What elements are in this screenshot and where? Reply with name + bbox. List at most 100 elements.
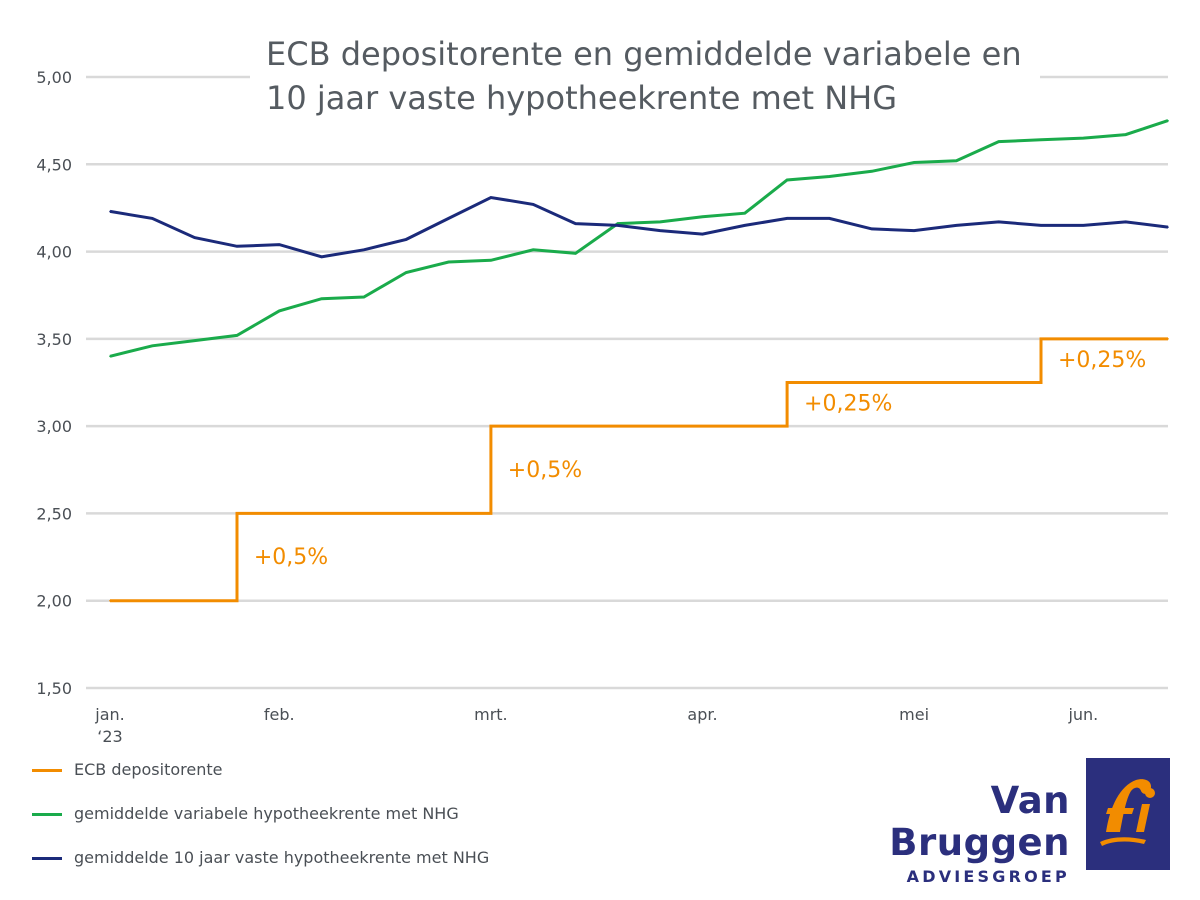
data-point — [1082, 224, 1085, 227]
brand-subtitle: ADVIESGROEP — [906, 867, 1070, 886]
data-point — [955, 224, 958, 227]
rate-change-label: +0,25% — [804, 391, 892, 416]
data-point — [193, 339, 196, 342]
data-point — [532, 203, 534, 206]
legend-label-ecb: ECB depositorente — [74, 760, 223, 779]
data-point — [490, 196, 492, 199]
data-point — [1040, 139, 1042, 141]
x-axis-ticks: jan. ‘23 feb. mrt. apr. mei jun. — [94, 705, 1098, 746]
data-point — [278, 243, 281, 246]
data-point — [278, 310, 281, 312]
y-tick-label: 1,50 — [36, 679, 72, 698]
legend-swatch-fixed — [32, 857, 62, 860]
x-tick-label: mrt. — [474, 705, 508, 724]
brand-mark-icon — [1100, 779, 1155, 846]
y-tick-label: 3,00 — [36, 417, 72, 436]
data-point — [236, 245, 238, 248]
data-point — [151, 345, 154, 347]
data-point — [913, 229, 915, 232]
data-point — [109, 210, 111, 213]
x-tick-label: jun. — [1067, 705, 1098, 724]
data-point — [236, 334, 238, 337]
data-point — [532, 249, 534, 251]
series-line-0 — [110, 337, 1168, 603]
y-tick-label: 4,00 — [36, 243, 72, 262]
data-point — [659, 229, 661, 232]
data-point — [786, 179, 788, 181]
legend-label-variable: gemiddelde variabele hypotheekrente met … — [74, 804, 459, 823]
data-point — [320, 256, 323, 258]
chart-title: ECB depositorente en gemiddelde variabel… — [250, 32, 1040, 120]
data-point — [701, 233, 704, 235]
chart-title-line-1: ECB depositorente en gemiddelde variabel… — [266, 35, 1022, 73]
chart-title-line-2: 10 jaar vaste hypotheekrente met NHG — [266, 79, 897, 117]
data-point — [786, 425, 788, 427]
y-tick-label: 3,50 — [36, 330, 72, 349]
data-point — [574, 252, 577, 255]
x-tick-label: apr. — [687, 705, 717, 724]
series-line-2 — [109, 195, 1169, 259]
data-point — [1167, 119, 1169, 122]
data-point — [997, 221, 1000, 223]
data-point — [1082, 137, 1085, 139]
data-point — [109, 599, 111, 602]
rate-change-label: +0,5% — [508, 458, 582, 483]
brand-name: Van Bruggen — [889, 779, 1070, 864]
data-point — [1124, 133, 1127, 136]
x-tick-label: mei — [899, 705, 929, 724]
data-point — [193, 236, 196, 239]
y-tick-label: 2,50 — [36, 504, 72, 523]
rate-change-label: +0,5% — [254, 545, 328, 570]
data-point — [1040, 381, 1042, 384]
data-point — [997, 140, 1000, 143]
x-tick-label-year: ‘23 — [97, 727, 122, 746]
chart-series — [109, 119, 1169, 603]
data-point — [490, 259, 492, 262]
data-point — [405, 238, 408, 241]
data-point — [1040, 338, 1042, 340]
data-point — [786, 217, 788, 220]
data-point — [1040, 224, 1042, 227]
data-point — [744, 212, 746, 214]
legend-label-fixed: gemiddelde 10 jaar vaste hypotheekrente … — [74, 848, 490, 867]
data-point — [828, 217, 831, 220]
data-point — [109, 355, 111, 358]
legend-swatch-variable — [32, 813, 62, 816]
data-point — [701, 215, 704, 218]
data-point — [490, 425, 492, 427]
data-point — [236, 512, 238, 515]
data-point — [1124, 221, 1127, 223]
brand-logo-icon — [1086, 758, 1170, 870]
data-point — [574, 222, 577, 225]
data-point — [447, 217, 450, 220]
data-point — [870, 170, 873, 173]
data-point — [405, 271, 408, 274]
chart-annotations: +0,5% +0,5% +0,25% +0,25% — [254, 348, 1146, 570]
data-point — [490, 512, 492, 515]
y-tick-label: 5,00 — [36, 68, 72, 87]
data-point — [363, 249, 365, 251]
brand-wordmark: Van Bruggen ADVIESGROEP — [808, 780, 1070, 888]
data-point — [1167, 338, 1169, 340]
data-point — [744, 224, 746, 227]
data-point — [363, 296, 365, 298]
legend-swatch-ecb — [32, 769, 62, 772]
x-tick-label: jan. — [94, 705, 124, 724]
y-axis-ticks: 1,50 2,00 2,50 3,00 3,50 4,00 4,50 5,00 — [36, 68, 72, 698]
y-tick-label: 2,00 — [36, 592, 72, 611]
data-point — [786, 381, 788, 384]
data-point — [320, 297, 323, 300]
data-point — [236, 599, 238, 602]
y-tick-label: 4,50 — [36, 155, 72, 174]
data-point — [870, 228, 873, 230]
x-tick-label: feb. — [264, 705, 295, 724]
data-point — [828, 175, 831, 178]
data-point — [1167, 226, 1169, 228]
data-point — [659, 221, 661, 223]
data-point — [617, 224, 619, 227]
series-line-1 — [109, 119, 1169, 358]
data-point — [913, 161, 915, 164]
data-point — [955, 159, 958, 162]
data-point — [151, 217, 154, 220]
